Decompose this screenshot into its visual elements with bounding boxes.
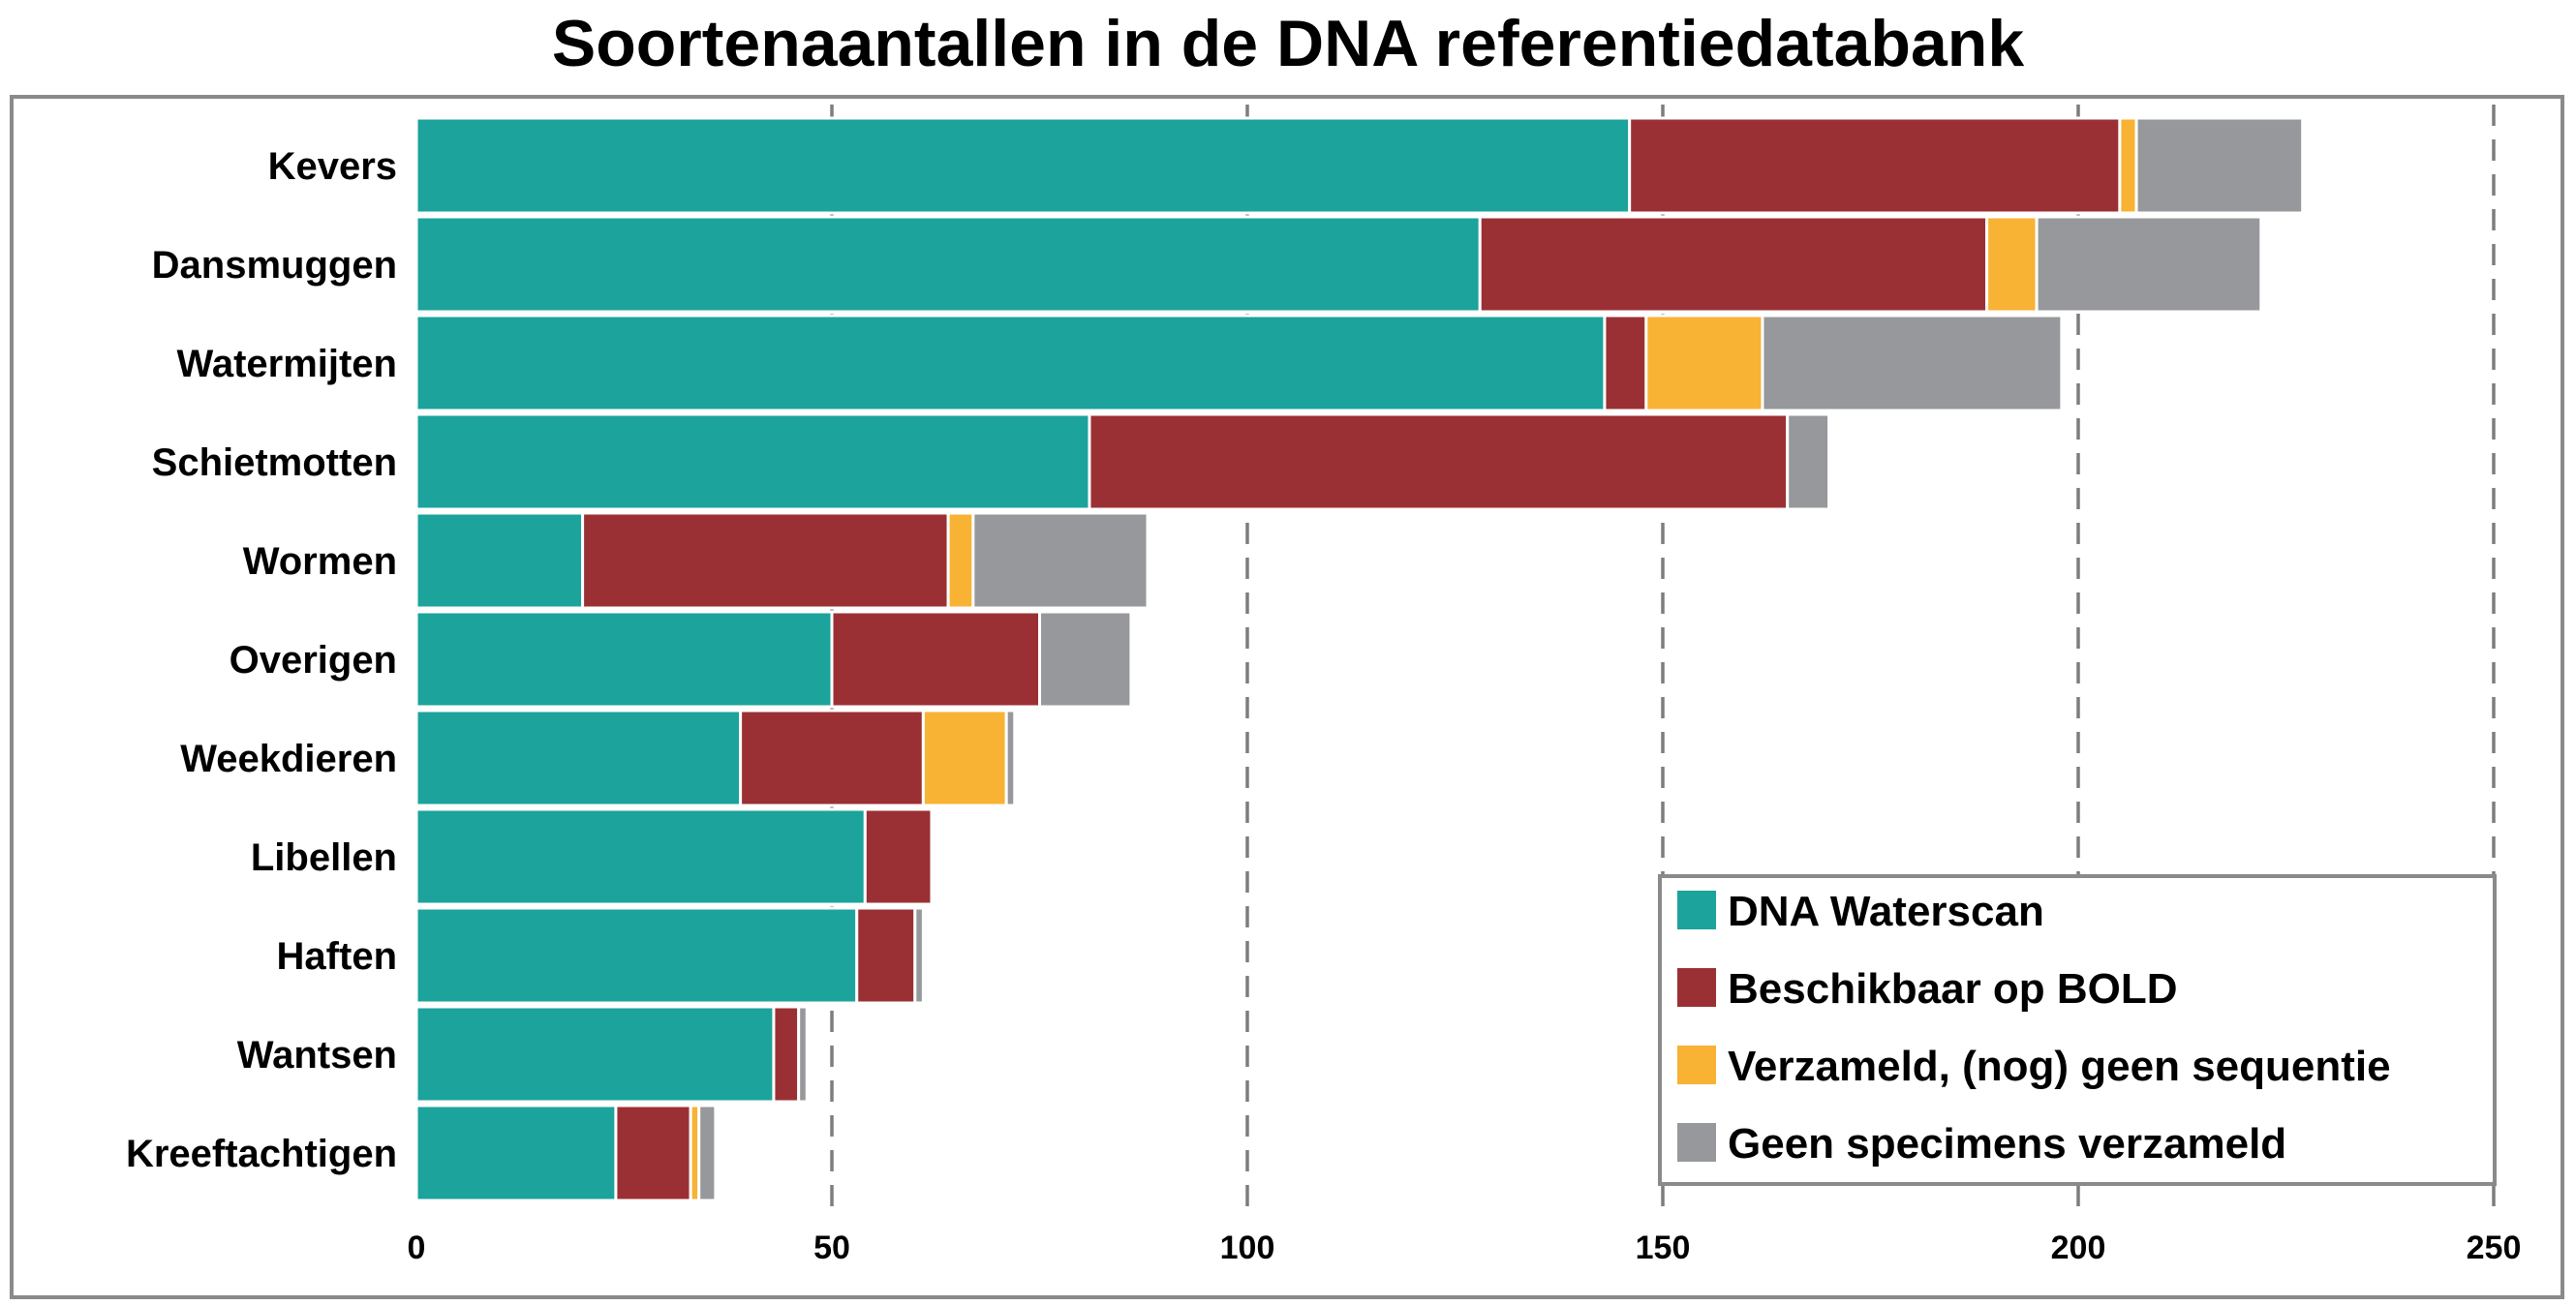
x-tick-label: 50 xyxy=(813,1229,850,1266)
bar-segment xyxy=(1985,215,2039,314)
bar-segment xyxy=(1644,314,1764,412)
legend-label: Beschikbaar op BOLD xyxy=(1728,965,2178,1013)
bar-segment xyxy=(1786,412,1831,511)
bar-segment xyxy=(414,511,585,610)
bar-segment xyxy=(855,906,917,1005)
category-label: Weekdieren xyxy=(180,738,397,780)
legend-label: DNA Waterscan xyxy=(1728,888,2044,935)
bar-segment xyxy=(739,709,925,807)
category-label: Overigen xyxy=(230,639,397,682)
bar-segment xyxy=(414,215,1482,314)
legend-swatch xyxy=(1677,1123,1716,1162)
bar-segment xyxy=(2035,215,2263,314)
bar-segment xyxy=(1004,709,1017,807)
x-tick-labels: 0 50 100 150 200 250 xyxy=(408,1229,2522,1266)
category-label: Wantsen xyxy=(237,1034,397,1077)
bar-segment xyxy=(1038,610,1133,709)
bar-segment xyxy=(913,906,925,1005)
bar-segment xyxy=(797,1005,809,1104)
bar-segment xyxy=(414,807,867,906)
legend-swatch xyxy=(1677,1046,1716,1084)
bar-segment xyxy=(614,1104,692,1202)
bar-segment xyxy=(863,807,934,906)
legend-label: Geen specimens verzameld xyxy=(1728,1120,2286,1168)
bars xyxy=(414,116,2305,1202)
bar-segment xyxy=(1478,215,1989,314)
bar-segment xyxy=(697,1104,718,1202)
legend: DNA Waterscan Beschikbaar op BOLD Verzamel… xyxy=(1658,874,2497,1186)
bar-segment xyxy=(414,1104,618,1202)
chart-title: Soortenaantallen in de DNA referentiedat… xyxy=(551,7,2025,80)
category-label: Kevers xyxy=(268,145,397,188)
legend-swatch xyxy=(1677,891,1716,929)
category-labels: Kevers Dansmuggen Watermijten Schietmotten W… xyxy=(126,145,397,1175)
bar-segment xyxy=(830,610,1041,709)
bar-segment xyxy=(414,314,1607,412)
bar-segment xyxy=(1088,412,1790,511)
x-tick-label: 150 xyxy=(1636,1229,1691,1266)
legend-label: Verzameld, (nog) geen sequentie xyxy=(1728,1043,2391,1090)
bar-segment xyxy=(2118,116,2138,215)
x-tick-label: 200 xyxy=(2051,1229,2106,1266)
x-tick-label: 250 xyxy=(2467,1229,2522,1266)
category-label: Schietmotten xyxy=(152,441,397,484)
bar-segment xyxy=(946,511,975,610)
bar-segment xyxy=(414,412,1091,511)
bar-segment xyxy=(1761,314,2064,412)
legend-swatch xyxy=(1677,968,1716,1007)
category-label: Watermijten xyxy=(177,343,397,385)
category-label: Kreeftachtigen xyxy=(126,1133,397,1175)
x-tick-label: 100 xyxy=(1220,1229,1275,1266)
bar-segment xyxy=(1628,116,2122,215)
bar-segment xyxy=(414,116,1632,215)
x-tick-label: 0 xyxy=(408,1229,426,1266)
bar-segment xyxy=(414,610,834,709)
category-label: Haften xyxy=(277,935,397,978)
bar-segment xyxy=(414,1005,776,1104)
bar-segment xyxy=(1603,314,1648,412)
category-label: Libellen xyxy=(251,836,397,879)
bar-segment xyxy=(414,906,859,1005)
bar-segment xyxy=(921,709,1008,807)
bar-segment xyxy=(772,1005,801,1104)
category-label: Dansmuggen xyxy=(152,244,397,287)
category-label: Wormen xyxy=(243,540,397,583)
legend-box xyxy=(1658,874,2497,1186)
bar-segment xyxy=(971,511,1150,610)
plot-frame xyxy=(10,95,2564,1299)
bar-segment xyxy=(2134,116,2305,215)
bar-segment xyxy=(581,511,950,610)
bar-segment xyxy=(414,709,743,807)
